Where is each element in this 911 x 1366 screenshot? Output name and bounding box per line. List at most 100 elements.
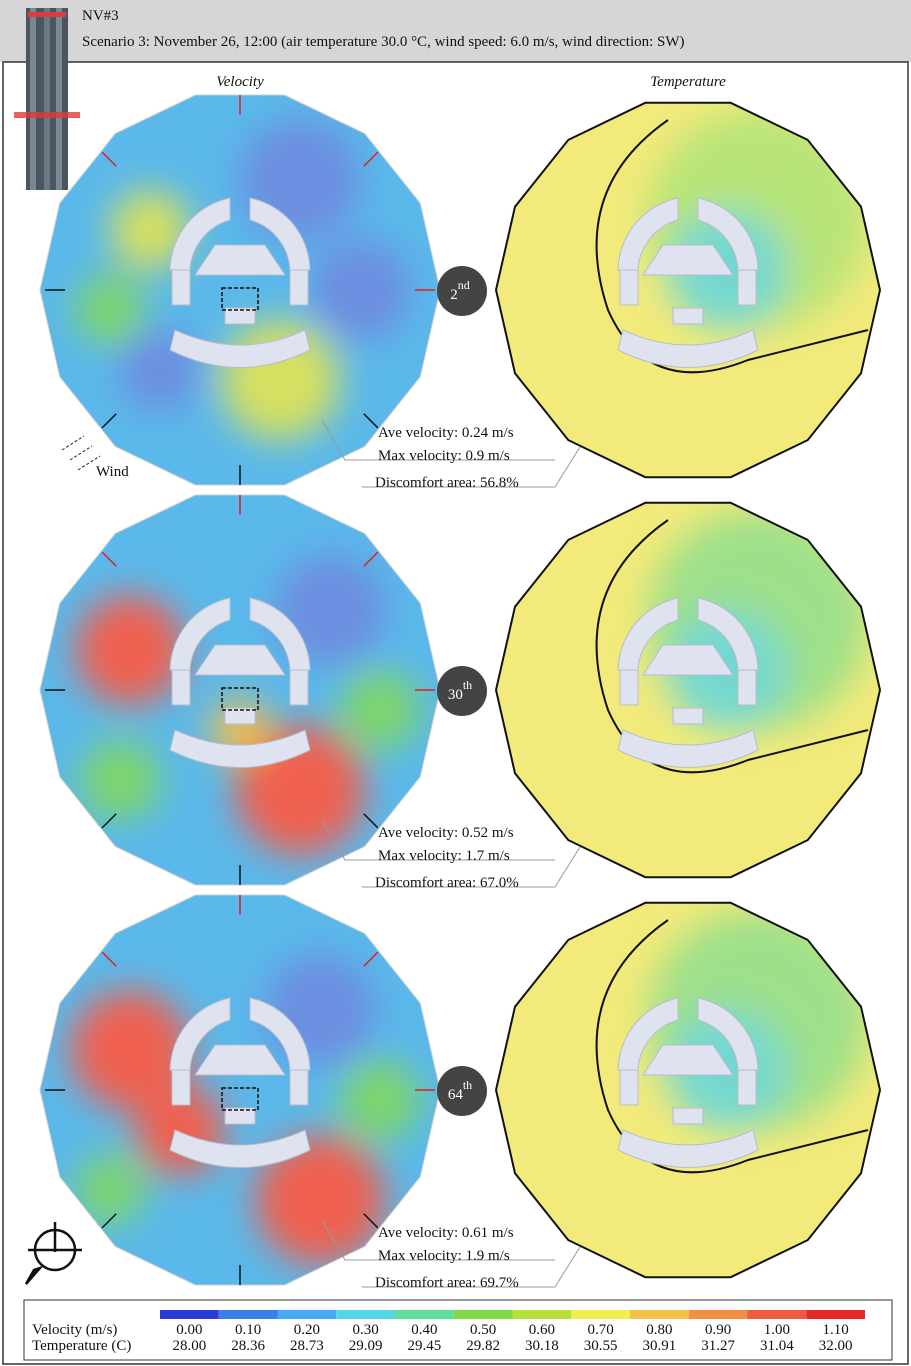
temperature-value: 29.45 (408, 1338, 442, 1354)
core-wall (619, 1069, 757, 1106)
colorbar-swatch (806, 1310, 865, 1319)
velocity-value: 0.90 (705, 1322, 731, 1338)
core-wall (697, 597, 759, 671)
header-bar (0, 0, 911, 62)
header-id: NV#3 (82, 8, 119, 24)
temperature-panel (494, 901, 882, 1279)
core-wall (249, 197, 311, 271)
colorbar-swatch (277, 1310, 337, 1319)
stats-leader (321, 419, 581, 488)
core-wall (249, 997, 311, 1071)
stats-text: Discomfort area: 67.0% (375, 875, 519, 891)
velocity-panel (39, 494, 441, 886)
field-blob (310, 240, 410, 340)
field-blob (75, 595, 185, 705)
flow-arrow (363, 951, 379, 967)
probe (221, 1087, 259, 1111)
core-room (224, 707, 256, 725)
flow-arrow (101, 951, 117, 967)
core-wall (169, 597, 231, 671)
temperature-value: 32.00 (819, 1338, 853, 1354)
temperature-value: 29.09 (349, 1338, 383, 1354)
core-room (672, 707, 704, 725)
temperature-field (496, 102, 880, 478)
floor-badge (437, 1066, 487, 1116)
column-title: Temperature (650, 74, 726, 90)
temperature-field (496, 502, 880, 878)
flow-arrow (101, 551, 117, 567)
floor-suffix: nd (458, 278, 470, 292)
core-room (224, 307, 256, 325)
field-blob (75, 275, 145, 345)
field-blob (70, 990, 190, 1110)
velocity-value: 0.50 (470, 1322, 496, 1338)
colorbar-swatch (571, 1310, 630, 1319)
probe (221, 287, 259, 311)
stats-text: Max velocity: 0.9 m/s (378, 448, 510, 464)
core-wall (617, 997, 679, 1071)
colorbar-swatch (395, 1310, 454, 1319)
core-wall (171, 269, 309, 306)
colorbar-swatch (336, 1310, 395, 1319)
temperature-value: 31.27 (701, 1338, 735, 1354)
legend-label: Velocity (m/s) (32, 1322, 117, 1338)
temperature-value: 29.82 (466, 1338, 500, 1354)
floor-badge (437, 266, 487, 316)
core-wall (617, 597, 679, 671)
frame (2, 61, 909, 1365)
discomfort-boundary (595, 519, 869, 774)
stats-text: Max velocity: 1.7 m/s (378, 848, 510, 864)
colorbar-swatch (218, 1310, 278, 1319)
velocity-value: 0.40 (411, 1322, 437, 1338)
floor-suffix: th (463, 1078, 472, 1092)
velocity-value: 1.00 (764, 1322, 790, 1338)
colorbar-swatch (747, 1310, 807, 1319)
panel-outline (39, 94, 441, 486)
core-room (672, 307, 704, 325)
legend-label: Temperature (C) (32, 1338, 131, 1354)
floor-suffix: th (463, 678, 472, 692)
colorbar-swatch (512, 1310, 572, 1319)
stats-text: Discomfort area: 56.8% (375, 475, 519, 491)
floor-number: 64 (448, 1087, 464, 1103)
velocity-value: 0.30 (353, 1322, 379, 1338)
flow-arrow (363, 1213, 379, 1229)
stats-text: Max velocity: 1.9 m/s (378, 1248, 510, 1264)
flow-arrow (363, 151, 379, 167)
panel-outline (39, 894, 441, 1286)
core-wall (169, 329, 311, 368)
column-title: Velocity (216, 74, 264, 90)
colorbar-swatch (160, 1310, 219, 1319)
core-lobby (194, 1044, 286, 1076)
colorbar-swatch (630, 1310, 689, 1319)
floor-number: 2 (450, 287, 458, 303)
temperature-value: 28.36 (231, 1338, 265, 1354)
panel-outline (494, 901, 882, 1279)
core-wall (617, 329, 759, 368)
field-blob (110, 190, 190, 270)
stats-text: Ave velocity: 0.24 m/s (378, 425, 514, 441)
core-wall (697, 197, 759, 271)
core-wall (171, 669, 309, 706)
temperature-value: 31.04 (760, 1338, 794, 1354)
probe (221, 687, 259, 711)
field-blobs (648, 510, 868, 730)
stats-text: Ave velocity: 0.52 m/s (378, 825, 514, 841)
field-blob (255, 1135, 385, 1265)
velocity-value: 0.60 (529, 1322, 555, 1338)
core-lobby (642, 244, 734, 276)
header-scenario: Scenario 3: November 26, 12:00 (air temp… (82, 34, 685, 50)
core-room (672, 1107, 704, 1125)
core-wall (169, 729, 311, 768)
floor-number: 30 (448, 687, 463, 703)
field-blobs (648, 110, 868, 330)
field-blob (80, 740, 160, 820)
field-blob (340, 1060, 420, 1140)
temperature-panel (494, 501, 882, 879)
core-room (224, 1107, 256, 1125)
velocity-panel (39, 94, 441, 486)
core-wall (617, 197, 679, 271)
discomfort-boundary (595, 919, 869, 1174)
field-blob (265, 955, 375, 1065)
